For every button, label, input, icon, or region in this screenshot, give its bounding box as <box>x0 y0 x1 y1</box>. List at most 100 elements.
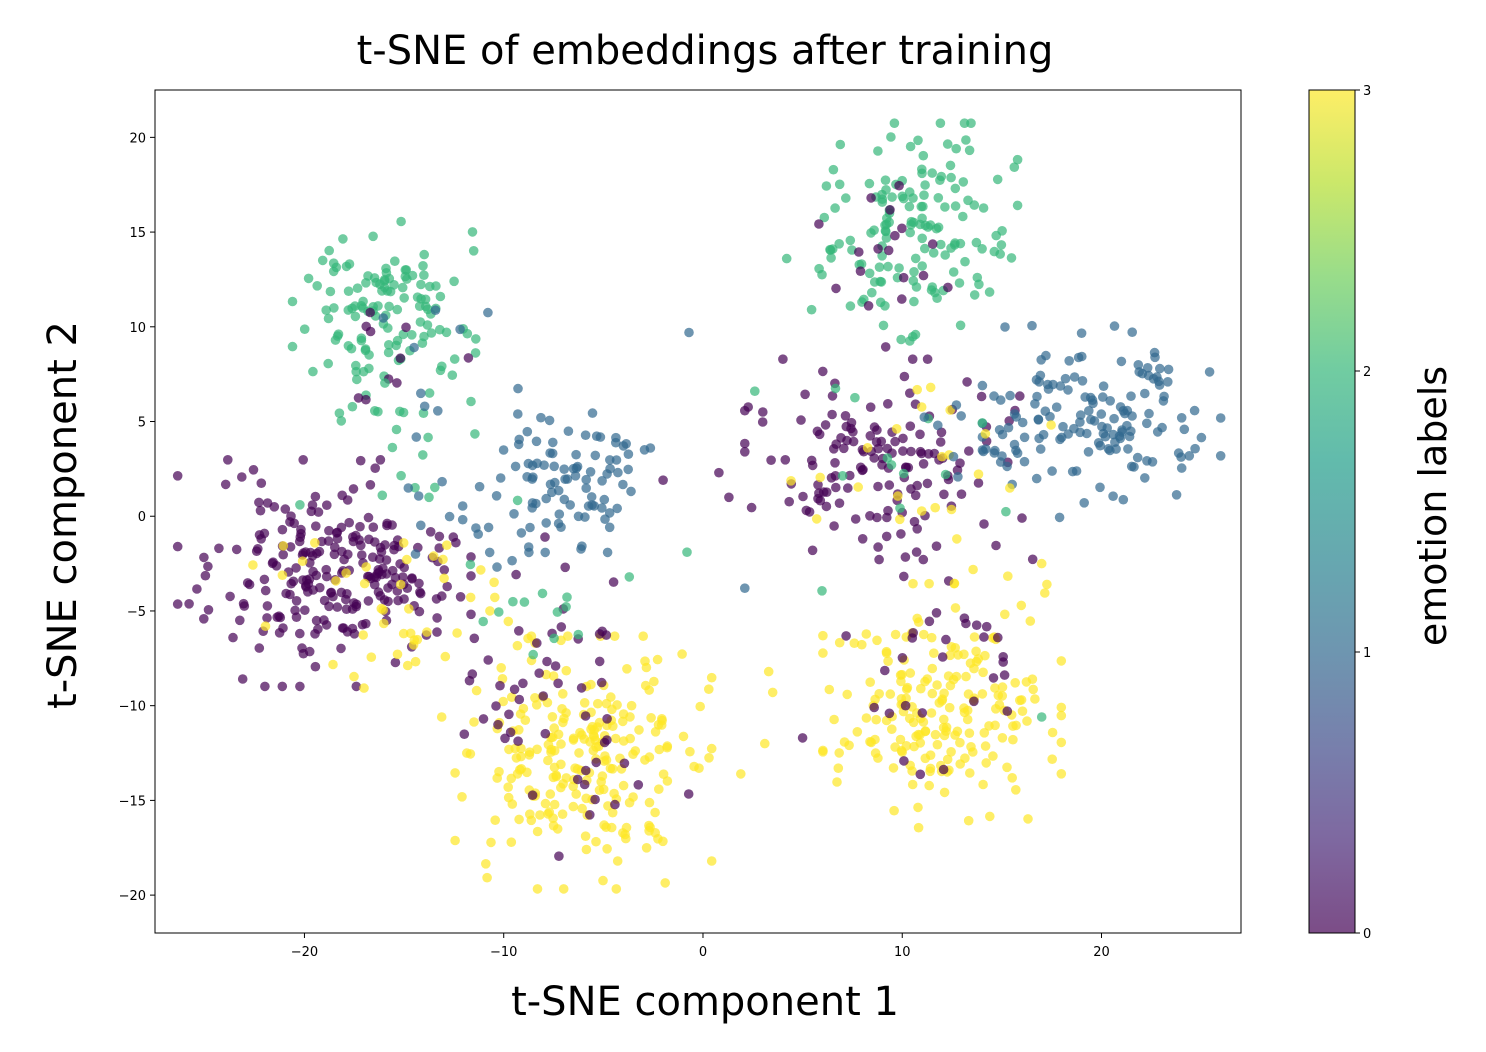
data-point-label-3 <box>621 822 632 833</box>
data-point-label-0 <box>319 595 330 606</box>
data-point-label-0 <box>381 569 392 579</box>
data-point-label-0 <box>242 578 253 588</box>
data-point-label-0 <box>281 588 291 599</box>
data-point-label-3 <box>926 708 937 718</box>
data-point-label-0 <box>387 579 397 590</box>
data-point-label-0 <box>876 436 887 447</box>
data-point-label-0 <box>398 572 408 582</box>
data-point-label-0 <box>407 573 417 583</box>
data-point-label-3 <box>543 755 553 766</box>
data-point-label-0 <box>993 632 1003 643</box>
data-point-label-0 <box>321 564 332 575</box>
data-point-label-1 <box>623 449 634 460</box>
data-point-label-1 <box>580 430 591 441</box>
data-point-label-3 <box>640 656 650 666</box>
data-point-label-3 <box>548 671 559 681</box>
data-point-label-0 <box>363 512 374 523</box>
data-point-label-1 <box>977 380 988 391</box>
data-point-label-1 <box>525 522 535 533</box>
data-point-label-1 <box>951 400 962 410</box>
data-point-label-1 <box>523 542 534 552</box>
data-point-label-3 <box>942 754 953 765</box>
data-point-label-0 <box>881 531 892 542</box>
data-point-label-0 <box>414 578 424 589</box>
data-point-label-1 <box>1147 457 1158 467</box>
data-point-label-0 <box>883 245 894 256</box>
data-point-label-0 <box>976 391 987 402</box>
data-point-label-0 <box>894 180 904 191</box>
data-point-label-3 <box>946 642 957 652</box>
data-point-label-1 <box>547 448 558 459</box>
data-point-label-0 <box>505 727 516 738</box>
data-point-label-3 <box>462 748 472 758</box>
data-point-label-1 <box>626 486 636 497</box>
data-point-label-1 <box>1082 428 1092 439</box>
data-point-label-3 <box>1011 720 1021 731</box>
data-point-label-3 <box>402 554 412 565</box>
data-point-label-0 <box>235 615 245 626</box>
data-point-label-3 <box>912 384 922 395</box>
data-point-label-3 <box>1015 695 1025 706</box>
data-point-label-0 <box>203 561 213 572</box>
data-point-label-0 <box>964 446 974 456</box>
data-point-label-3 <box>944 702 955 713</box>
data-point-label-0 <box>633 780 644 790</box>
data-point-label-3 <box>490 815 501 825</box>
data-point-label-3 <box>888 763 899 773</box>
data-point-label-2 <box>1012 154 1023 165</box>
data-point-label-0 <box>918 270 929 281</box>
data-point-label-3 <box>834 748 844 758</box>
data-point-label-3 <box>907 779 918 790</box>
data-point-label-0 <box>301 575 312 585</box>
data-point-label-2 <box>866 228 876 238</box>
data-point-label-1 <box>1124 431 1135 442</box>
data-point-label-3 <box>398 628 409 639</box>
data-point-label-1 <box>585 467 596 477</box>
data-point-label-0 <box>831 439 841 450</box>
data-point-label-0 <box>469 633 480 644</box>
data-point-label-2 <box>940 469 951 480</box>
data-point-label-1 <box>1142 363 1153 373</box>
data-point-label-0 <box>296 528 306 539</box>
data-point-label-1 <box>1075 417 1085 428</box>
data-point-label-0 <box>813 480 823 490</box>
chart-title: t-SNE of embeddings after training <box>357 28 1054 74</box>
data-point-label-0 <box>432 613 442 623</box>
data-point-label-2 <box>996 240 1007 250</box>
data-point-label-1 <box>1140 473 1150 483</box>
data-point-label-1 <box>1143 370 1154 381</box>
data-point-label-2 <box>358 303 368 313</box>
data-point-label-1 <box>1009 439 1020 450</box>
data-point-label-3 <box>939 688 949 699</box>
data-point-label-0 <box>392 378 402 388</box>
data-point-label-1 <box>1122 405 1133 416</box>
data-point-label-0 <box>740 438 750 449</box>
data-point-label-2 <box>867 287 877 298</box>
data-point-label-3 <box>853 482 863 492</box>
data-point-label-3 <box>535 810 545 820</box>
data-point-label-2 <box>913 135 923 146</box>
data-point-label-3 <box>439 573 449 584</box>
data-point-label-3 <box>918 717 929 727</box>
data-point-label-3 <box>602 844 612 854</box>
data-point-label-0 <box>491 701 501 711</box>
data-point-label-2 <box>303 273 314 284</box>
data-point-label-3 <box>897 669 907 680</box>
data-point-label-1 <box>1176 452 1186 462</box>
data-point-label-2 <box>920 180 930 190</box>
data-point-label-3 <box>366 652 377 662</box>
data-point-label-0 <box>724 492 734 503</box>
data-point-label-0 <box>223 455 233 465</box>
data-point-label-3 <box>547 712 558 722</box>
data-point-label-0 <box>348 484 359 494</box>
data-point-label-1 <box>618 479 628 490</box>
x-axis-ticks: −20 −10 0 10 20 <box>291 933 1110 960</box>
data-point-label-0 <box>347 623 358 634</box>
data-point-label-0 <box>382 518 392 529</box>
data-point-label-3 <box>618 780 629 791</box>
data-point-label-3 <box>607 807 618 818</box>
data-point-label-3 <box>1005 483 1015 493</box>
data-point-label-3 <box>965 768 975 778</box>
data-point-label-3 <box>1011 785 1021 795</box>
data-point-label-1 <box>1095 482 1105 493</box>
